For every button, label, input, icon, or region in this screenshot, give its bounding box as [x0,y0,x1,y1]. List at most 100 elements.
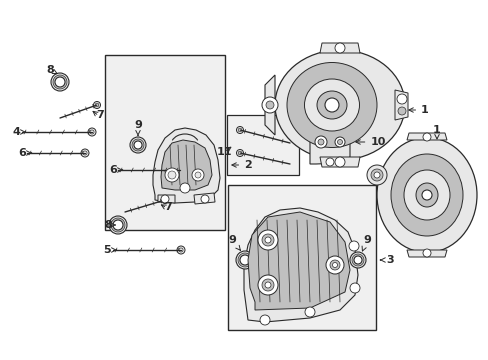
Bar [226,115,298,175]
Text: 5: 5 [103,245,116,255]
Ellipse shape [390,154,462,236]
Circle shape [396,94,406,104]
Circle shape [81,149,89,157]
Circle shape [55,77,65,87]
Text: 6: 6 [109,165,122,175]
Bar [227,185,375,330]
Circle shape [264,237,270,243]
Circle shape [264,282,270,288]
Circle shape [236,251,253,269]
Circle shape [111,218,125,232]
Circle shape [373,172,379,178]
Circle shape [236,126,243,134]
Circle shape [353,256,361,264]
Ellipse shape [421,190,431,200]
Text: 9: 9 [134,120,142,136]
Circle shape [236,149,243,157]
Text: 7: 7 [164,202,171,212]
Circle shape [88,128,96,136]
Circle shape [161,195,169,203]
Polygon shape [319,157,359,167]
Circle shape [262,279,273,291]
Circle shape [192,169,203,181]
Circle shape [178,168,182,172]
Circle shape [83,151,87,155]
Polygon shape [153,128,220,203]
Text: 3: 3 [380,255,393,265]
Circle shape [132,139,143,151]
Circle shape [195,172,201,178]
Circle shape [349,283,359,293]
Circle shape [337,139,342,144]
Polygon shape [309,120,349,164]
Ellipse shape [415,183,437,207]
Circle shape [258,275,278,295]
Polygon shape [158,195,175,203]
Circle shape [238,253,251,267]
Ellipse shape [403,170,449,220]
Text: 11: 11 [216,147,231,157]
Polygon shape [194,193,215,204]
Ellipse shape [325,98,338,112]
Circle shape [329,260,339,270]
Polygon shape [406,133,446,140]
Polygon shape [394,90,407,120]
Circle shape [90,130,94,134]
Circle shape [177,246,184,254]
Text: 9: 9 [227,235,240,250]
Circle shape [163,198,166,202]
Circle shape [349,252,365,268]
Circle shape [334,43,345,53]
Circle shape [164,168,179,182]
Circle shape [238,128,241,132]
Circle shape [93,102,101,108]
Ellipse shape [304,79,359,131]
Text: 1: 1 [432,125,440,139]
Text: 8: 8 [104,220,115,230]
Circle shape [305,307,314,317]
Polygon shape [319,43,359,53]
Text: 7: 7 [96,110,103,120]
Circle shape [109,216,127,234]
Circle shape [179,248,183,252]
Circle shape [51,73,69,91]
Ellipse shape [316,91,346,119]
Circle shape [260,315,269,325]
Text: 9: 9 [361,235,370,251]
Polygon shape [161,140,212,190]
Circle shape [422,249,430,257]
Circle shape [334,157,345,167]
Text: 6: 6 [18,148,32,158]
Text: 8: 8 [46,65,57,75]
Circle shape [113,220,123,230]
Text: 1: 1 [408,105,428,115]
Circle shape [325,256,343,274]
Ellipse shape [286,63,376,148]
Text: 2: 2 [231,160,251,170]
Polygon shape [264,75,274,135]
Ellipse shape [376,138,476,252]
Circle shape [317,139,324,145]
Circle shape [258,230,278,250]
Circle shape [95,103,99,107]
Ellipse shape [274,50,404,160]
Circle shape [370,169,382,181]
Circle shape [332,262,337,267]
Circle shape [265,101,273,109]
Circle shape [351,254,363,266]
Circle shape [168,171,176,179]
Polygon shape [244,208,357,322]
Text: 4: 4 [12,127,25,137]
Circle shape [422,133,430,141]
Circle shape [161,197,168,203]
Circle shape [325,119,333,127]
Circle shape [314,136,326,148]
Circle shape [201,195,208,203]
Polygon shape [406,250,446,257]
Circle shape [397,107,405,115]
Circle shape [325,158,333,166]
Circle shape [53,75,67,89]
Circle shape [238,151,241,155]
Circle shape [134,141,142,149]
Bar [105,55,224,230]
